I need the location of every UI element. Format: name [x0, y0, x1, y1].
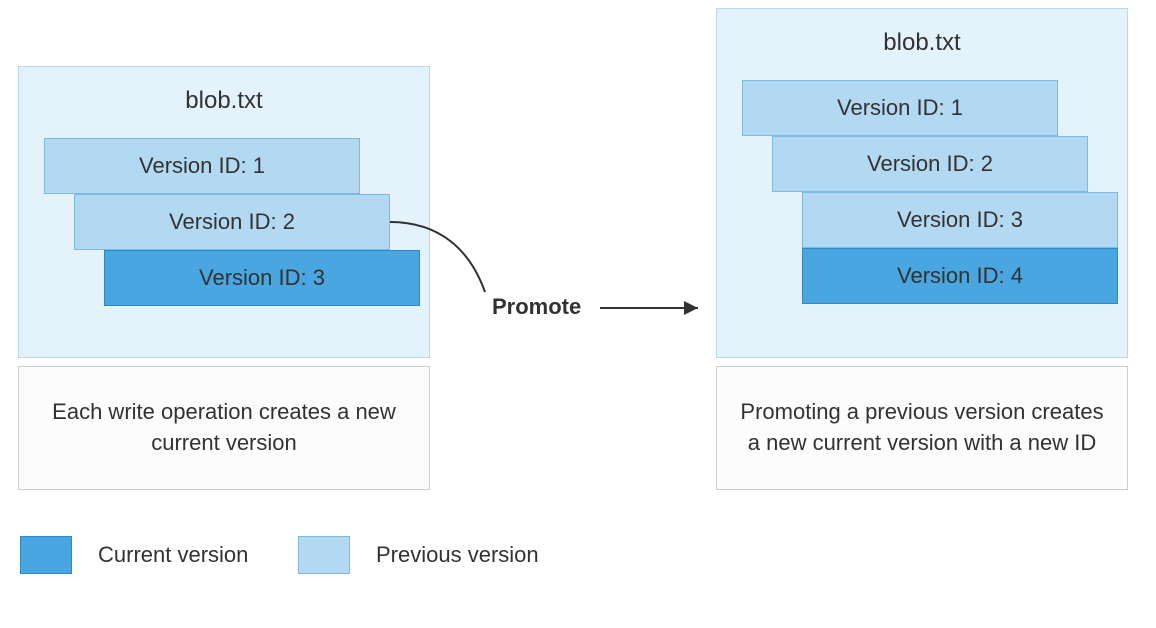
right-version-3-label: Version ID: 3 [897, 207, 1023, 233]
right-version-4: Version ID: 4 [802, 248, 1118, 304]
legend-previous-label: Previous version [376, 542, 539, 568]
left-version-3: Version ID: 3 [104, 250, 420, 306]
right-version-2: Version ID: 2 [772, 136, 1088, 192]
right-version-3: Version ID: 3 [802, 192, 1118, 248]
left-caption-text: Each write operation creates a new curre… [39, 397, 409, 459]
legend-current-swatch [20, 536, 72, 574]
legend-previous-swatch [298, 536, 350, 574]
left-caption: Each write operation creates a new curre… [18, 366, 430, 490]
right-version-1: Version ID: 1 [742, 80, 1058, 136]
left-version-1-label: Version ID: 1 [139, 153, 265, 179]
right-version-2-label: Version ID: 2 [867, 151, 993, 177]
promote-label: Promote [492, 294, 581, 320]
right-version-1-label: Version ID: 1 [837, 95, 963, 121]
right-caption-text: Promoting a previous version creates a n… [737, 397, 1107, 459]
right-version-4-label: Version ID: 4 [897, 263, 1023, 289]
left-panel-title: blob.txt [19, 87, 429, 115]
legend-current-label: Current version [98, 542, 248, 568]
left-version-3-label: Version ID: 3 [199, 265, 325, 291]
left-version-2: Version ID: 2 [74, 194, 390, 250]
left-version-2-label: Version ID: 2 [169, 209, 295, 235]
right-caption: Promoting a previous version creates a n… [716, 366, 1128, 490]
right-panel-title: blob.txt [717, 29, 1127, 57]
left-version-1: Version ID: 1 [44, 138, 360, 194]
